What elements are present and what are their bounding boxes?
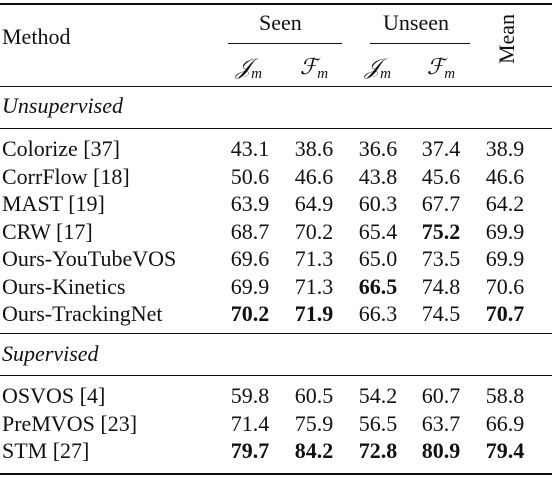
row-value: 63.7	[421, 411, 461, 436]
section-divider-rule	[0, 333, 552, 334]
row-value: 84.2	[294, 438, 334, 463]
row-value: 74.5	[421, 301, 461, 326]
header-rule	[0, 86, 552, 87]
row-value: 80.9	[421, 438, 461, 463]
header-mean: Mean	[494, 13, 520, 65]
row-value: 67.7	[421, 191, 461, 216]
j-symbol: 𝒥	[235, 54, 252, 79]
unsup-title-rule	[0, 128, 552, 129]
row-value: 68.7	[230, 219, 270, 244]
row-value: 79.7	[230, 438, 270, 463]
row-value: 58.8	[485, 383, 525, 408]
row-value: 45.6	[421, 164, 461, 189]
row-value: 56.5	[358, 411, 398, 436]
row-value: 69.6	[230, 246, 270, 271]
row-method: Ours-Kinetics	[2, 274, 126, 299]
row-value: 64.9	[294, 191, 334, 216]
row-value: 71.3	[294, 246, 334, 271]
f-symbol: ℱ	[426, 54, 445, 79]
subscript-m: m	[380, 66, 392, 82]
row-value: 75.2	[421, 219, 461, 244]
row-method: MAST [19]	[2, 191, 105, 216]
row-value: 66.9	[485, 411, 525, 436]
row-method: Ours-YouTubeVOS	[2, 246, 177, 271]
header-seen: Seen	[259, 10, 302, 35]
row-value: 46.6	[294, 164, 334, 189]
section-title-supervised: Supervised	[2, 341, 99, 366]
row-value: 43.1	[230, 136, 270, 161]
row-value: 36.6	[358, 136, 398, 161]
row-value: 71.9	[294, 301, 334, 326]
row-value: 63.9	[230, 191, 270, 216]
row-value: 59.8	[230, 383, 270, 408]
seen-j-header: 𝒥m	[219, 54, 279, 82]
unseen-j-header: 𝒥m	[348, 54, 408, 82]
unseen-cmidrule	[370, 43, 470, 44]
f-symbol: ℱ	[299, 54, 318, 79]
row-value: 73.5	[421, 246, 461, 271]
row-value: 38.9	[485, 136, 525, 161]
subscript-m: m	[317, 66, 329, 82]
row-value: 66.5	[358, 274, 398, 299]
section-title-unsupervised: Unsupervised	[2, 93, 123, 118]
row-value: 70.2	[230, 301, 270, 326]
row-value: 60.5	[294, 383, 334, 408]
j-symbol: 𝒥	[364, 54, 381, 79]
row-value: 70.7	[485, 301, 525, 326]
row-value: 70.6	[485, 274, 525, 299]
unseen-f-header: ℱm	[411, 54, 471, 82]
top-rule	[0, 3, 552, 5]
row-method: Colorize [37]	[2, 136, 120, 161]
row-value: 66.3	[358, 301, 398, 326]
seen-cmidrule	[228, 43, 342, 44]
subscript-m: m	[251, 66, 263, 82]
row-value: 71.3	[294, 274, 334, 299]
row-method: CorrFlow [18]	[2, 164, 130, 189]
header-unseen: Unseen	[383, 10, 449, 35]
row-value: 64.2	[485, 191, 525, 216]
row-value: 71.4	[230, 411, 270, 436]
row-method: Ours-TrackingNet	[2, 301, 163, 326]
row-method: OSVOS [4]	[2, 383, 106, 408]
row-value: 54.2	[358, 383, 398, 408]
row-value: 65.0	[358, 246, 398, 271]
row-value: 38.6	[294, 136, 334, 161]
row-value: 72.8	[358, 438, 398, 463]
row-method: CRW [17]	[2, 219, 93, 244]
row-value: 79.4	[485, 438, 525, 463]
row-value: 70.2	[294, 219, 334, 244]
row-value: 46.6	[485, 164, 525, 189]
row-value: 69.9	[485, 219, 525, 244]
row-value: 43.8	[358, 164, 398, 189]
row-value: 37.4	[421, 136, 461, 161]
header-method: Method	[2, 24, 71, 49]
row-value: 75.9	[294, 411, 334, 436]
row-value: 60.7	[421, 383, 461, 408]
row-value: 74.8	[421, 274, 461, 299]
seen-f-header: ℱm	[284, 54, 344, 82]
bottom-rule	[0, 473, 552, 475]
row-value: 60.3	[358, 191, 398, 216]
subscript-m: m	[444, 66, 456, 82]
row-method: STM [27]	[2, 438, 90, 463]
row-value: 65.4	[358, 219, 398, 244]
sup-title-rule	[0, 375, 552, 376]
row-value: 69.9	[230, 274, 270, 299]
row-value: 50.6	[230, 164, 270, 189]
row-value: 69.9	[485, 246, 525, 271]
row-method: PreMVOS [23]	[2, 411, 138, 436]
